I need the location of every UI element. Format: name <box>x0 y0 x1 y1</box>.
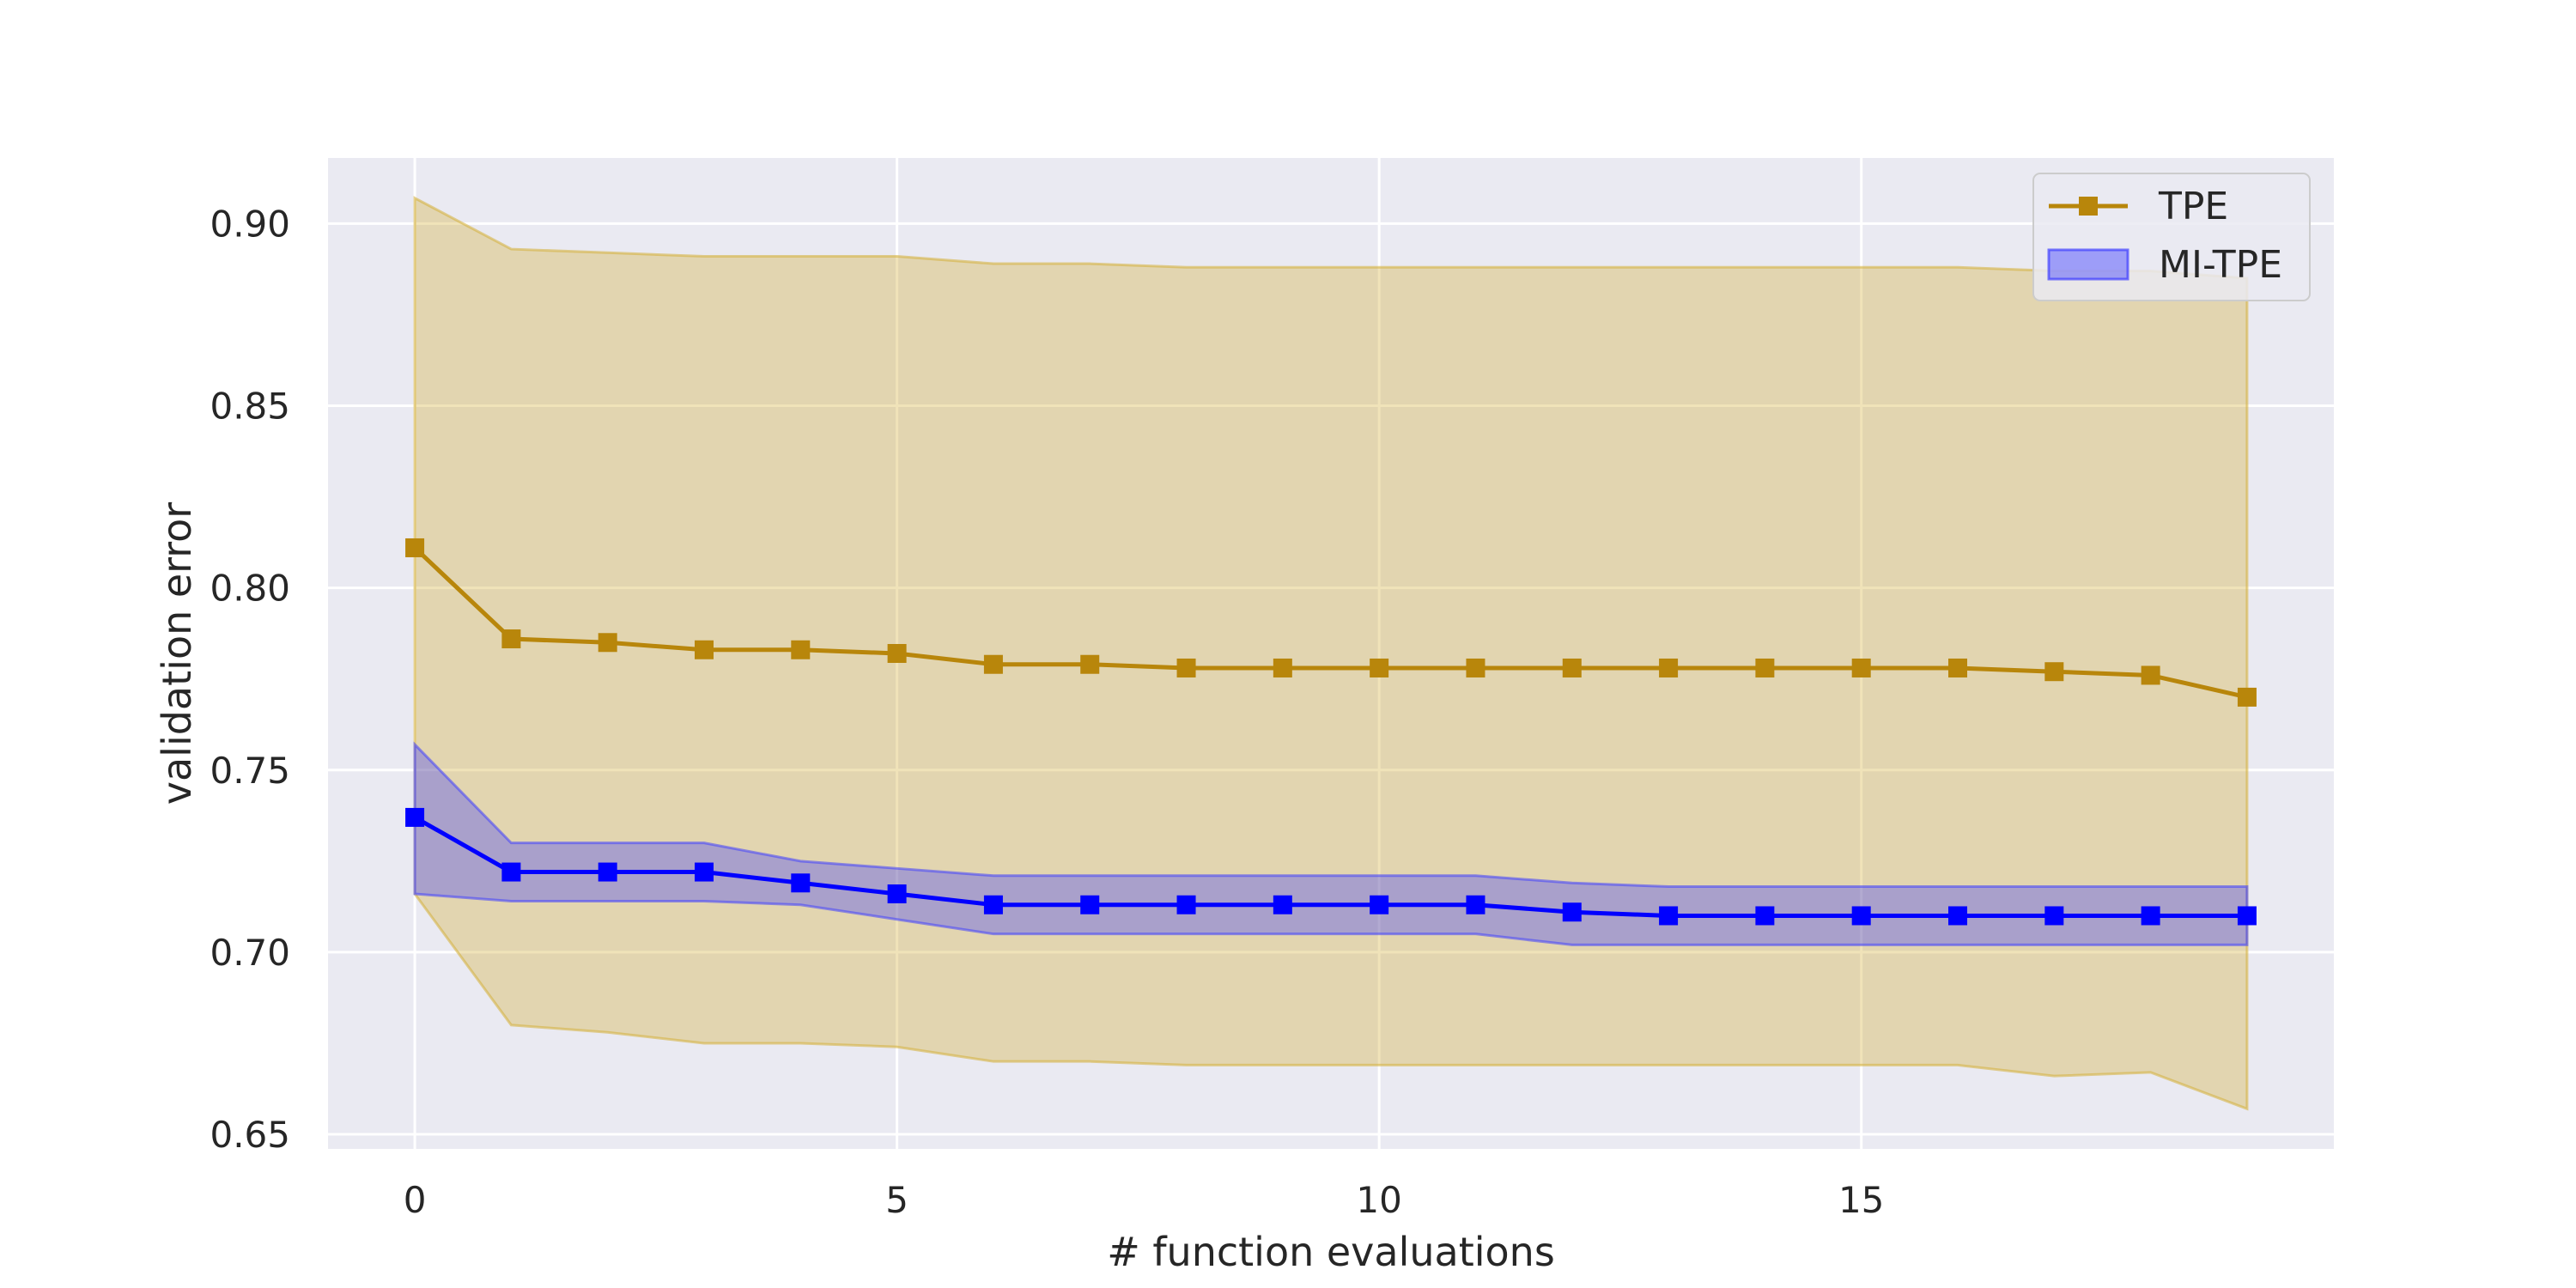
data-point-mi-tpe <box>791 873 811 893</box>
data-point-mi-tpe <box>695 862 714 882</box>
data-point-tpe <box>1080 654 1100 674</box>
data-point-tpe <box>1659 658 1679 677</box>
y-tick-label: 0.75 <box>210 750 290 792</box>
data-point-mi-tpe <box>1080 895 1100 914</box>
data-point-tpe <box>1273 658 1292 677</box>
y-tick-label: 0.90 <box>210 203 290 245</box>
data-point-mi-tpe <box>2237 906 2257 926</box>
data-point-tpe <box>791 640 811 659</box>
data-point-mi-tpe <box>1176 895 1196 914</box>
tick-labels: 0 5 10 15 0.65 0.70 0.75 0.80 0.85 0.90 <box>210 203 1884 1221</box>
data-point-tpe <box>2237 687 2257 707</box>
data-point-mi-tpe <box>1370 895 1389 914</box>
y-tick-label: 0.80 <box>210 568 290 610</box>
x-tick-label: 15 <box>1838 1179 1884 1221</box>
data-point-mi-tpe <box>1851 906 1871 926</box>
legend: TPE MI-TPE <box>2032 173 2311 301</box>
data-point-mi-tpe <box>887 884 907 904</box>
data-point-mi-tpe <box>1273 895 1292 914</box>
legend-label-tpe: TPE <box>2158 185 2228 228</box>
bands <box>413 196 2249 1111</box>
data-point-tpe <box>1370 658 1389 677</box>
data-point-tpe <box>1562 658 1582 677</box>
y-tick-label: 0.85 <box>210 386 290 428</box>
series-lines <box>405 538 2257 926</box>
legend-marker-tpe <box>2079 197 2098 216</box>
data-point-mi-tpe <box>1466 895 1485 914</box>
band-tpe <box>413 196 2249 1111</box>
x-axis-label: # function evaluations <box>1107 1229 1555 1275</box>
data-point-tpe <box>2141 665 2160 685</box>
plot-background <box>328 158 2334 1149</box>
data-point-tpe <box>501 629 521 649</box>
data-point-tpe <box>598 633 617 653</box>
data-point-tpe <box>1851 658 1871 677</box>
data-point-mi-tpe <box>1659 906 1679 926</box>
x-tick-label: 0 <box>404 1179 427 1221</box>
data-point-mi-tpe <box>1948 906 1967 926</box>
data-point-tpe <box>2044 662 2064 682</box>
legend-swatch-mi-tpe <box>2047 248 2129 281</box>
data-point-mi-tpe <box>2141 906 2160 926</box>
data-point-tpe <box>1176 658 1196 677</box>
data-point-mi-tpe <box>1562 902 1582 922</box>
data-point-tpe <box>695 640 714 659</box>
y-tick-label: 0.65 <box>210 1114 290 1156</box>
band-mi-tpe <box>413 741 2249 946</box>
data-point-mi-tpe <box>2044 906 2064 926</box>
data-point-tpe <box>405 538 425 557</box>
series-line-tpe <box>413 546 2248 700</box>
data-point-tpe <box>1948 658 1967 677</box>
data-point-tpe <box>887 644 907 663</box>
data-point-tpe <box>983 654 1003 674</box>
x-tick-label: 10 <box>1356 1179 1401 1221</box>
data-point-mi-tpe <box>501 862 521 882</box>
data-point-mi-tpe <box>983 895 1003 914</box>
series-line-mi-tpe <box>413 815 2247 918</box>
data-point-mi-tpe <box>405 807 425 827</box>
legend-label-mi-tpe: MI-TPE <box>2159 243 2282 287</box>
data-point-tpe <box>1466 658 1485 677</box>
y-axis-label: validation error <box>154 502 200 805</box>
data-point-mi-tpe <box>598 862 617 882</box>
data-point-mi-tpe <box>1755 906 1775 926</box>
y-tick-label: 0.70 <box>210 932 290 974</box>
data-point-tpe <box>1755 658 1775 677</box>
x-tick-label: 5 <box>885 1179 908 1221</box>
